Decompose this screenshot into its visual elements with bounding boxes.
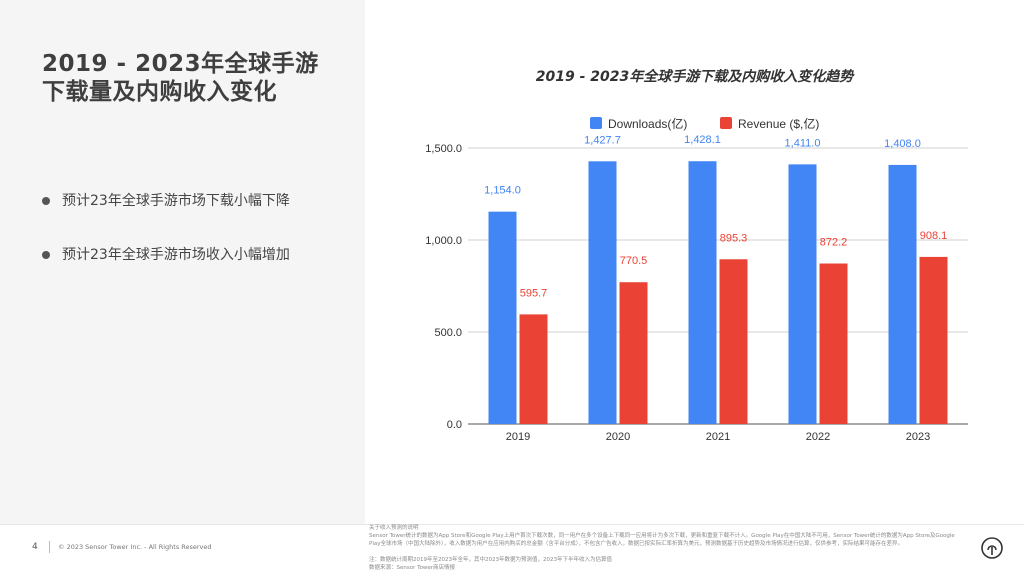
x-tick-label: 2023	[906, 431, 930, 443]
legend-swatch	[590, 117, 602, 129]
footnote-line	[369, 548, 969, 556]
footnote-line: 数据来源：Sensor Tower商店情报	[369, 565, 456, 571]
x-tick-label: 2020	[606, 431, 630, 443]
footer-separator	[49, 541, 50, 553]
y-tick-label: 0.0	[447, 419, 462, 431]
bar-revenue	[819, 263, 848, 424]
bar-revenue	[619, 282, 648, 424]
left-panel: 2019 - 2023年全球手游下载量及内购收入变化 预计23年全球手游市场下载…	[0, 0, 365, 524]
bar-chart: 0.0 500.0 1,000.0 1,500.0 Downloads(亿) Revenu…	[425, 116, 968, 443]
bullet-dot-icon	[42, 251, 50, 259]
bar-revenue	[719, 259, 748, 424]
bullet-list: 预计23年全球手游市场下载小幅下降 预计23年全球手游市场收入小幅增加	[42, 190, 290, 298]
bullet-text: 预计23年全球手游市场下载小幅下降	[62, 193, 290, 209]
footnote-line: Sensor Tower统计的数据为App Store和Google Play上…	[369, 533, 955, 539]
bar-downloads	[488, 211, 517, 424]
data-label: 1,408.0	[884, 138, 921, 150]
bullet-dot-icon	[42, 197, 50, 205]
sensor-tower-logo-icon	[981, 537, 1003, 559]
data-label: 1,428.1	[684, 134, 721, 146]
page-title: 2019 - 2023年全球手游下载量及内购收入变化	[42, 51, 319, 105]
data-label: 595.7	[520, 287, 548, 299]
data-label: 1,427.7	[584, 134, 621, 146]
bullet-text: 预计23年全球手游市场收入小幅增加	[62, 247, 290, 263]
y-tick-label: 1,500.0	[425, 143, 462, 155]
data-label: 1,411.0	[785, 137, 821, 149]
data-label: 872.2	[820, 237, 848, 249]
chart-title: 2019 - 2023年全球手游下载及内购收入变化趋势	[535, 69, 854, 85]
legend-label: Revenue ($,亿)	[738, 116, 819, 131]
footer-divider	[0, 524, 1024, 525]
copyright-text: © 2023 Sensor Tower Inc. - All Rights Re…	[58, 543, 212, 551]
bullet-item: 预计23年全球手游市场下载小幅下降	[42, 190, 290, 212]
bullet-item: 预计23年全球手游市场收入小幅增加	[42, 244, 290, 266]
x-tick-label: 2022	[806, 431, 830, 443]
footnotes: 关于收入预测的说明 Sensor Tower统计的数据为App Store和Go…	[369, 524, 969, 572]
legend-swatch	[720, 117, 732, 129]
bar-revenue	[919, 256, 948, 424]
bar-downloads	[588, 161, 617, 424]
y-tick-label: 500.0	[434, 327, 462, 339]
data-label: 770.5	[620, 255, 648, 267]
data-label: 1,154.0	[484, 185, 521, 197]
footnote-line: Play全球市场（中国大陆除外），收入数据为用户在应用内购买的总金额（含平台分成…	[369, 541, 903, 547]
bar-downloads	[788, 164, 817, 424]
data-label: 908.1	[920, 230, 948, 242]
bar-revenue	[519, 314, 548, 424]
x-tick-label: 2021	[706, 431, 730, 443]
y-tick-label: 1,000.0	[425, 235, 462, 247]
footnote-line: 注：数据统计周期2019年至2023年全年，其中2023年数据为预测值，2023…	[369, 557, 612, 563]
x-tick-label: 2019	[506, 431, 530, 443]
footnote-line: 关于收入预测的说明	[369, 525, 419, 531]
page-number: 4	[32, 542, 38, 552]
bar-downloads	[888, 164, 917, 424]
data-label: 895.3	[720, 232, 748, 244]
legend-label: Downloads(亿)	[608, 116, 687, 131]
bar-downloads	[688, 161, 717, 424]
